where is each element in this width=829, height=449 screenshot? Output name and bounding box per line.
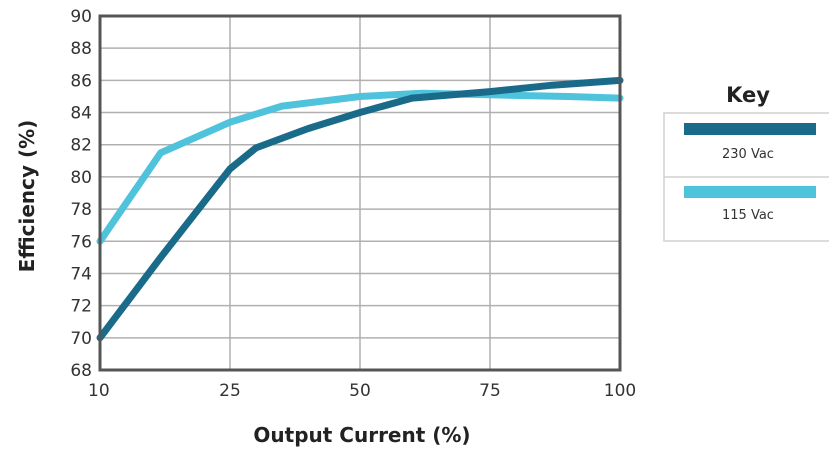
y-tick-labels: 68 70 72 74 76 78 80 82 84 86 88 90: [70, 7, 92, 381]
y-tick-label: 84: [70, 104, 92, 124]
legend-label-230-vac: 230 Vac: [722, 147, 774, 162]
series-lines: [96, 76, 624, 342]
y-tick-label: 68: [70, 361, 92, 381]
legend-title: Key: [726, 83, 770, 107]
y-tick-label: 70: [70, 329, 92, 349]
series-line-230-vac: [96, 76, 624, 342]
legend-label-115-vac: 115 Vac: [722, 208, 774, 223]
y-tick-label: 90: [70, 7, 92, 27]
y-tick-label: 76: [70, 232, 92, 252]
y-tick-label: 86: [70, 71, 92, 91]
y-tick-label: 82: [70, 136, 92, 156]
legend-swatch-230-vac: [684, 123, 816, 135]
x-tick-label: 10: [88, 381, 110, 401]
y-tick-label: 74: [70, 264, 92, 284]
x-tick-labels: 10 25 50 75 100: [88, 381, 636, 401]
x-axis-title: Output Current (%): [253, 423, 470, 447]
y-axis-title: Efficiency (%): [15, 120, 39, 273]
legend: Key 230 Vac 115 Vac: [663, 83, 829, 242]
y-tick-label: 88: [70, 39, 92, 59]
x-tick-label: 75: [479, 381, 501, 401]
y-tick-label: 78: [70, 200, 92, 220]
y-tick-label: 72: [70, 297, 92, 317]
x-tick-label: 100: [604, 381, 636, 401]
series-line-115-vac: [96, 89, 624, 245]
y-tick-label: 80: [70, 168, 92, 188]
plot-frame: [98, 14, 622, 372]
x-tick-label: 50: [349, 381, 371, 401]
x-tick-label: 25: [219, 381, 241, 401]
legend-swatch-115-vac: [684, 186, 816, 198]
